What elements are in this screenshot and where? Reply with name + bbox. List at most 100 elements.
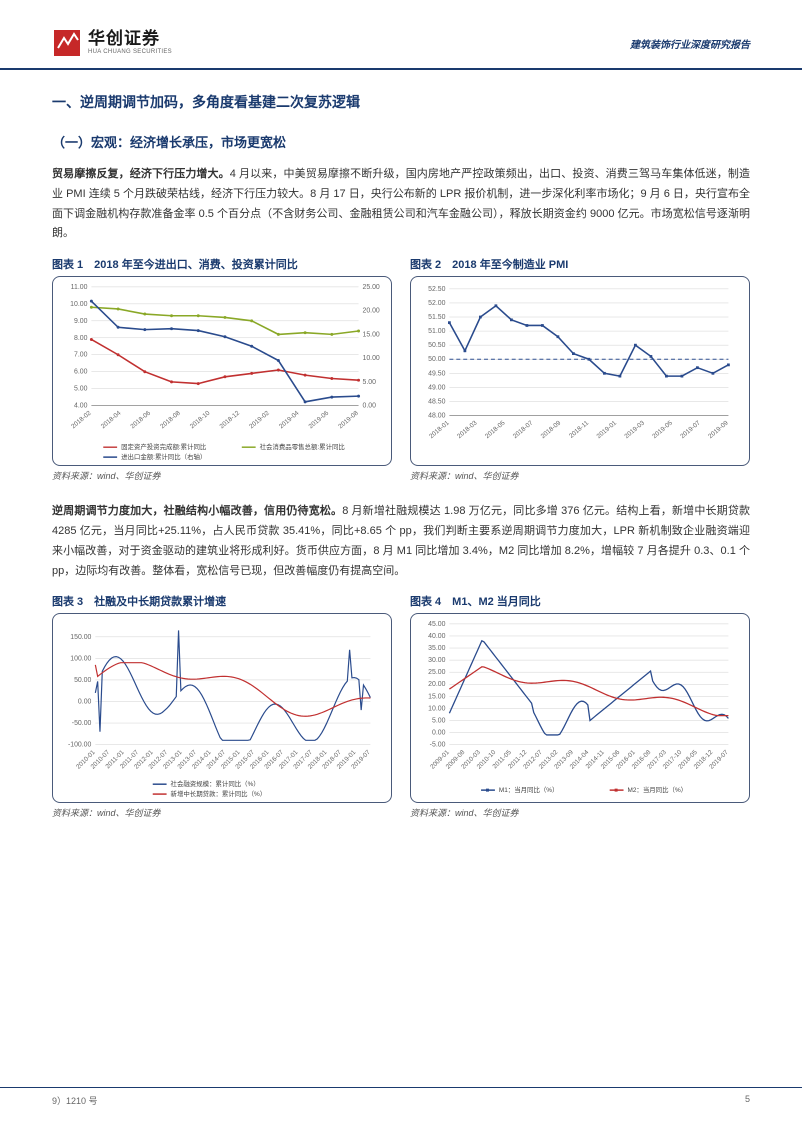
svg-text:20.00: 20.00	[363, 308, 380, 315]
chart3-title: 图表 3 社融及中长期贷款累计增速	[52, 593, 392, 609]
svg-text:11.00: 11.00	[71, 284, 88, 291]
svg-text:4.00: 4.00	[74, 403, 88, 410]
chart-row-1: 图表 1 2018 年至今进出口、消费、投资累计同比 4.00 5.00 6.00 7…	[52, 256, 750, 498]
chart2-title: 图表 2 2018 年至今制造业 PMI	[410, 256, 750, 272]
page-header: 华创证券 HUA CHUANG SECURITIES 建筑装饰行业深度研究报告	[0, 0, 802, 70]
svg-text:2018-05: 2018-05	[484, 420, 507, 441]
svg-text:5.00: 5.00	[74, 386, 88, 393]
svg-text:社会消费品零售总额:累计同比: 社会消费品零售总额:累计同比	[260, 442, 346, 451]
svg-text:2018-09: 2018-09	[540, 420, 563, 441]
chart4-source: 资料来源：wind、华创证券	[410, 806, 750, 819]
svg-text:25.00: 25.00	[428, 670, 445, 677]
svg-text:30.00: 30.00	[428, 657, 445, 664]
heading-1: 一、逆周期调节加码，多角度看基建二次复苏逻辑	[52, 92, 750, 112]
svg-text:100.00: 100.00	[70, 656, 91, 663]
svg-text:2019-03: 2019-03	[623, 420, 646, 441]
svg-text:51.50: 51.50	[428, 314, 445, 321]
svg-text:10.00: 10.00	[70, 301, 87, 308]
svg-text:10.00: 10.00	[363, 355, 380, 362]
page-footer: 9）1210 号 5	[0, 1087, 802, 1107]
svg-text:0.00: 0.00	[78, 699, 92, 706]
chart3-box: -100.00-50.000.0050.00100.00150.002010-0…	[52, 613, 392, 803]
svg-text:0.00: 0.00	[363, 403, 377, 410]
svg-text:2018-12: 2018-12	[219, 410, 242, 431]
logo-text-en: HUA CHUANG SECURITIES	[88, 49, 172, 56]
svg-text:2019-07: 2019-07	[679, 420, 702, 441]
chart1-source: 资料来源：wind、华创证券	[52, 469, 392, 482]
report-type: 建筑装饰行业深度研究报告	[630, 36, 750, 51]
chart4-title: 图表 4 M1、M2 当月同比	[410, 593, 750, 609]
svg-text:50.00: 50.00	[74, 677, 91, 684]
svg-text:10.00: 10.00	[428, 706, 445, 713]
svg-text:2018-04: 2018-04	[100, 410, 123, 431]
svg-text:48.50: 48.50	[428, 399, 445, 406]
svg-text:20.00: 20.00	[428, 682, 445, 689]
svg-text:社会融资规模：累计同比（%）: 社会融资规模：累计同比（%）	[171, 780, 260, 789]
paragraph-1: 贸易摩擦反复，经济下行压力增大。4 月以来，中美贸易摩擦不断升级，国内房地产严控…	[52, 165, 750, 244]
svg-text:48.00: 48.00	[428, 413, 445, 420]
chart3-source: 资料来源：wind、华创证券	[52, 806, 392, 819]
svg-text:2018-11: 2018-11	[568, 420, 591, 440]
chart2-box: 48.0048.5049.0049.5050.0050.5051.0051.50…	[410, 276, 750, 466]
svg-text:7.00: 7.00	[74, 352, 88, 359]
svg-text:50.50: 50.50	[428, 342, 445, 349]
chart2-source: 资料来源：wind、华创证券	[410, 469, 750, 482]
content-body: 一、逆周期调节加码，多角度看基建二次复苏逻辑 （一）宏观：经济增长承压，市场更宽…	[0, 70, 802, 835]
svg-text:2018-06: 2018-06	[129, 410, 152, 431]
svg-text:2019-09: 2019-09	[707, 420, 730, 441]
svg-text:6.00: 6.00	[74, 369, 88, 376]
svg-text:2019-02: 2019-02	[248, 410, 271, 431]
svg-text:2018-10: 2018-10	[189, 410, 212, 431]
chart1-svg: 4.005.006.007.008.009.0010.0011.000.005.…	[53, 277, 391, 465]
svg-text:50.00: 50.00	[428, 356, 445, 363]
logo-text-cn: 华创证券	[88, 30, 172, 49]
chart-row-2: 图表 3 社融及中长期贷款累计增速 -100.00 -50.00 0.00 50.00…	[52, 593, 750, 835]
svg-text:2019-05: 2019-05	[651, 420, 674, 441]
svg-text:2018-02: 2018-02	[70, 410, 93, 431]
svg-text:45.00: 45.00	[428, 621, 445, 628]
svg-text:25.00: 25.00	[363, 284, 380, 291]
svg-text:-5.00: -5.00	[430, 742, 446, 749]
chart1-box: 4.005.006.007.008.009.0010.0011.000.005.…	[52, 276, 392, 466]
svg-text:9.00: 9.00	[74, 318, 88, 325]
svg-text:进出口金额:累计同比（右轴）: 进出口金额:累计同比（右轴）	[121, 452, 206, 461]
chart2-svg: 48.0048.5049.0049.5050.0050.5051.0051.50…	[411, 277, 749, 465]
svg-text:2019-04: 2019-04	[278, 410, 301, 431]
chart4-box: -5.00 0.00 5.00 10.00 15.00 20.00 25.00 30.00 35…	[410, 613, 750, 803]
paragraph-2: 逆周期调节力度加大，社融结构小幅改善，信用仍待宽松。8 月新增社融规模达 1.9…	[52, 502, 750, 581]
svg-text:2018-07: 2018-07	[512, 420, 535, 441]
chart4-svg: -5.00 0.00 5.00 10.00 15.00 20.00 25.00 30.00 35…	[411, 614, 749, 802]
svg-text:49.00: 49.00	[428, 385, 445, 392]
svg-text:52.00: 52.00	[428, 300, 445, 307]
svg-text:150.00: 150.00	[70, 634, 91, 641]
svg-text:2018-01: 2018-01	[428, 420, 451, 441]
svg-text:新增中长期贷款：累计同比（%）: 新增中长期贷款：累计同比（%）	[171, 789, 267, 798]
svg-text:M2：当月同比（%）: M2：当月同比（%）	[627, 785, 687, 794]
svg-text:5.00: 5.00	[432, 718, 446, 725]
footer-right: 5	[745, 1094, 750, 1107]
svg-text:15.00: 15.00	[363, 332, 380, 339]
svg-text:5.00: 5.00	[363, 379, 377, 386]
svg-text:2019-01: 2019-01	[596, 420, 619, 441]
svg-text:-100.00: -100.00	[68, 742, 92, 749]
chart1-title: 图表 1 2018 年至今进出口、消费、投资累计同比	[52, 256, 392, 272]
svg-text:15.00: 15.00	[428, 694, 445, 701]
logo-mark-icon	[52, 28, 82, 58]
footer-left: 9）1210 号	[52, 1094, 98, 1107]
svg-text:40.00: 40.00	[428, 633, 445, 640]
svg-text:2019-08: 2019-08	[337, 410, 360, 431]
svg-text:固定资产投资完成额:累计同比: 固定资产投资完成额:累计同比	[121, 442, 207, 451]
para1-lead: 贸易摩擦反复，经济下行压力增大。	[52, 168, 230, 180]
para2-lead: 逆周期调节力度加大，社融结构小幅改善，信用仍待宽松。	[52, 505, 342, 517]
svg-text:-50.00: -50.00	[72, 720, 92, 727]
logo: 华创证券 HUA CHUANG SECURITIES	[52, 28, 172, 58]
svg-text:0.00: 0.00	[432, 730, 446, 737]
svg-text:2018-03: 2018-03	[456, 420, 479, 441]
svg-text:2019-06: 2019-06	[308, 410, 331, 431]
svg-text:49.50: 49.50	[428, 370, 445, 377]
svg-text:M1：当月同比（%）: M1：当月同比（%）	[499, 785, 559, 794]
svg-text:52.50: 52.50	[428, 286, 445, 293]
heading-2: （一）宏观：经济增长承压，市场更宽松	[52, 132, 750, 151]
chart3-svg: -100.00-50.000.0050.00100.00150.002010-0…	[53, 614, 391, 802]
svg-text:35.00: 35.00	[428, 645, 445, 652]
